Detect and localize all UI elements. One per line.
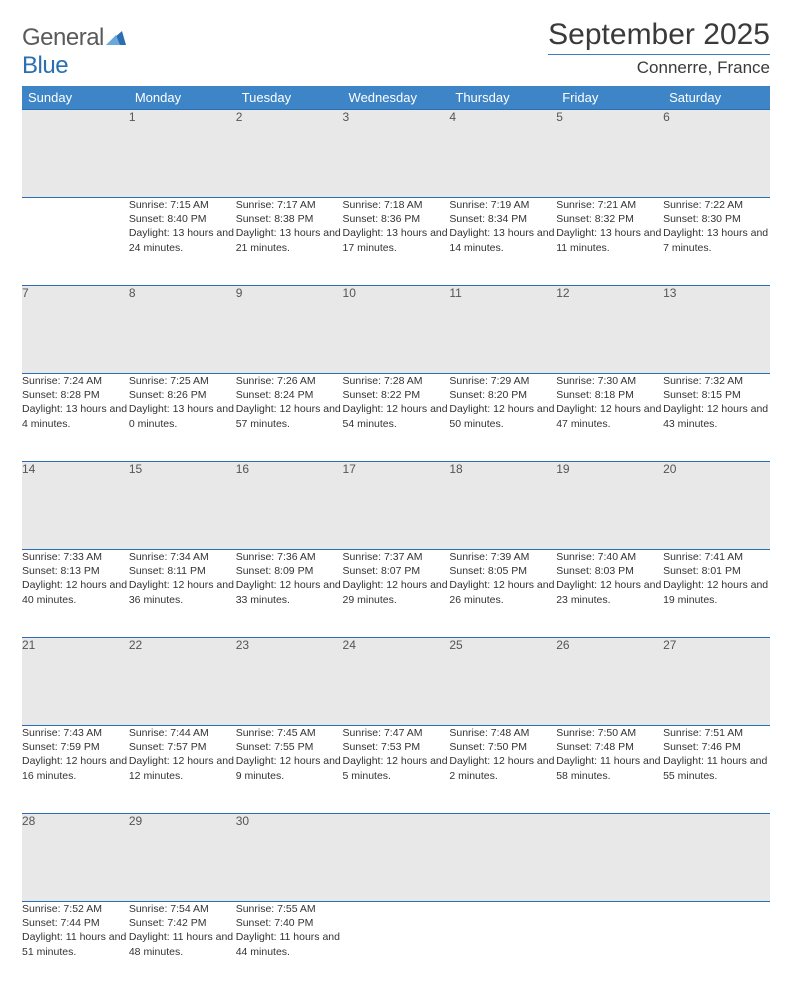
day-cell: Sunrise: 7:19 AM Sunset: 8:34 PM Dayligh… (449, 198, 556, 286)
col-thursday: Thursday (449, 86, 556, 110)
day-cell: Sunrise: 7:40 AM Sunset: 8:03 PM Dayligh… (556, 550, 663, 638)
day-cell: Sunrise: 7:50 AM Sunset: 7:48 PM Dayligh… (556, 726, 663, 814)
logo-text-2: Blue (22, 52, 68, 79)
day-number: 26 (556, 638, 663, 726)
day-cell: Sunrise: 7:18 AM Sunset: 8:36 PM Dayligh… (343, 198, 450, 286)
day-cell: Sunrise: 7:22 AM Sunset: 8:30 PM Dayligh… (663, 198, 770, 286)
day-number: 17 (343, 462, 450, 550)
day-number: 5 (556, 110, 663, 198)
day-cell: Sunrise: 7:24 AM Sunset: 8:28 PM Dayligh… (22, 374, 129, 462)
day-number-row: 21222324252627 (22, 638, 770, 726)
day-number-row: 78910111213 (22, 286, 770, 374)
col-tuesday: Tuesday (236, 86, 343, 110)
day-cell: Sunrise: 7:36 AM Sunset: 8:09 PM Dayligh… (236, 550, 343, 638)
day-cell: Sunrise: 7:52 AM Sunset: 7:44 PM Dayligh… (22, 902, 129, 990)
location-label: Connerre, France (548, 54, 770, 78)
day-cell: Sunrise: 7:51 AM Sunset: 7:46 PM Dayligh… (663, 726, 770, 814)
day-content-row: Sunrise: 7:52 AM Sunset: 7:44 PM Dayligh… (22, 902, 770, 990)
day-cell: Sunrise: 7:48 AM Sunset: 7:50 PM Dayligh… (449, 726, 556, 814)
day-number: 18 (449, 462, 556, 550)
title-block: September 2025 Connerre, France (548, 18, 770, 78)
day-content-row: Sunrise: 7:33 AM Sunset: 8:13 PM Dayligh… (22, 550, 770, 638)
day-cell: Sunrise: 7:32 AM Sunset: 8:15 PM Dayligh… (663, 374, 770, 462)
day-number-row: 282930 (22, 814, 770, 902)
calendar-body: 123456Sunrise: 7:15 AM Sunset: 8:40 PM D… (22, 110, 770, 990)
day-cell: Sunrise: 7:55 AM Sunset: 7:40 PM Dayligh… (236, 902, 343, 990)
day-number: 27 (663, 638, 770, 726)
day-cell (449, 902, 556, 990)
logo-mark-icon (106, 29, 126, 45)
col-saturday: Saturday (663, 86, 770, 110)
day-number: 6 (663, 110, 770, 198)
day-number (663, 814, 770, 902)
day-cell: Sunrise: 7:33 AM Sunset: 8:13 PM Dayligh… (22, 550, 129, 638)
day-cell: Sunrise: 7:28 AM Sunset: 8:22 PM Dayligh… (343, 374, 450, 462)
day-number (343, 814, 450, 902)
day-number: 23 (236, 638, 343, 726)
day-number: 24 (343, 638, 450, 726)
day-number (22, 110, 129, 198)
day-number: 12 (556, 286, 663, 374)
day-number: 21 (22, 638, 129, 726)
day-cell: Sunrise: 7:43 AM Sunset: 7:59 PM Dayligh… (22, 726, 129, 814)
day-cell (22, 198, 129, 286)
day-content-row: Sunrise: 7:43 AM Sunset: 7:59 PM Dayligh… (22, 726, 770, 814)
day-cell (556, 902, 663, 990)
day-number-row: 14151617181920 (22, 462, 770, 550)
day-number: 22 (129, 638, 236, 726)
day-cell: Sunrise: 7:37 AM Sunset: 8:07 PM Dayligh… (343, 550, 450, 638)
logo-text-1: General (22, 24, 104, 51)
logo-text: GeneralBlue (22, 24, 126, 80)
day-number (449, 814, 556, 902)
page-header: GeneralBlue September 2025 Connerre, Fra… (22, 18, 770, 80)
day-cell (343, 902, 450, 990)
day-cell: Sunrise: 7:54 AM Sunset: 7:42 PM Dayligh… (129, 902, 236, 990)
day-number: 9 (236, 286, 343, 374)
day-cell: Sunrise: 7:15 AM Sunset: 8:40 PM Dayligh… (129, 198, 236, 286)
day-cell: Sunrise: 7:26 AM Sunset: 8:24 PM Dayligh… (236, 374, 343, 462)
day-cell: Sunrise: 7:21 AM Sunset: 8:32 PM Dayligh… (556, 198, 663, 286)
day-number: 7 (22, 286, 129, 374)
calendar-header-row: Sunday Monday Tuesday Wednesday Thursday… (22, 86, 770, 110)
day-number: 29 (129, 814, 236, 902)
day-number: 19 (556, 462, 663, 550)
day-cell: Sunrise: 7:41 AM Sunset: 8:01 PM Dayligh… (663, 550, 770, 638)
day-cell (663, 902, 770, 990)
day-number: 3 (343, 110, 450, 198)
day-number: 16 (236, 462, 343, 550)
col-sunday: Sunday (22, 86, 129, 110)
day-cell: Sunrise: 7:45 AM Sunset: 7:55 PM Dayligh… (236, 726, 343, 814)
day-content-row: Sunrise: 7:15 AM Sunset: 8:40 PM Dayligh… (22, 198, 770, 286)
day-number: 30 (236, 814, 343, 902)
day-number: 1 (129, 110, 236, 198)
day-cell: Sunrise: 7:17 AM Sunset: 8:38 PM Dayligh… (236, 198, 343, 286)
day-cell: Sunrise: 7:34 AM Sunset: 8:11 PM Dayligh… (129, 550, 236, 638)
day-number: 14 (22, 462, 129, 550)
col-monday: Monday (129, 86, 236, 110)
day-number: 28 (22, 814, 129, 902)
day-cell: Sunrise: 7:30 AM Sunset: 8:18 PM Dayligh… (556, 374, 663, 462)
day-number-row: 123456 (22, 110, 770, 198)
day-number: 20 (663, 462, 770, 550)
day-number (556, 814, 663, 902)
day-cell: Sunrise: 7:47 AM Sunset: 7:53 PM Dayligh… (343, 726, 450, 814)
day-number: 8 (129, 286, 236, 374)
day-number: 11 (449, 286, 556, 374)
logo: GeneralBlue (22, 18, 126, 80)
day-number: 25 (449, 638, 556, 726)
day-cell: Sunrise: 7:44 AM Sunset: 7:57 PM Dayligh… (129, 726, 236, 814)
col-friday: Friday (556, 86, 663, 110)
day-number: 2 (236, 110, 343, 198)
day-cell: Sunrise: 7:25 AM Sunset: 8:26 PM Dayligh… (129, 374, 236, 462)
col-wednesday: Wednesday (343, 86, 450, 110)
day-content-row: Sunrise: 7:24 AM Sunset: 8:28 PM Dayligh… (22, 374, 770, 462)
day-number: 15 (129, 462, 236, 550)
day-cell: Sunrise: 7:29 AM Sunset: 8:20 PM Dayligh… (449, 374, 556, 462)
calendar-table: Sunday Monday Tuesday Wednesday Thursday… (22, 86, 770, 990)
day-cell: Sunrise: 7:39 AM Sunset: 8:05 PM Dayligh… (449, 550, 556, 638)
day-number: 13 (663, 286, 770, 374)
day-number: 10 (343, 286, 450, 374)
month-title: September 2025 (548, 18, 770, 52)
day-number: 4 (449, 110, 556, 198)
